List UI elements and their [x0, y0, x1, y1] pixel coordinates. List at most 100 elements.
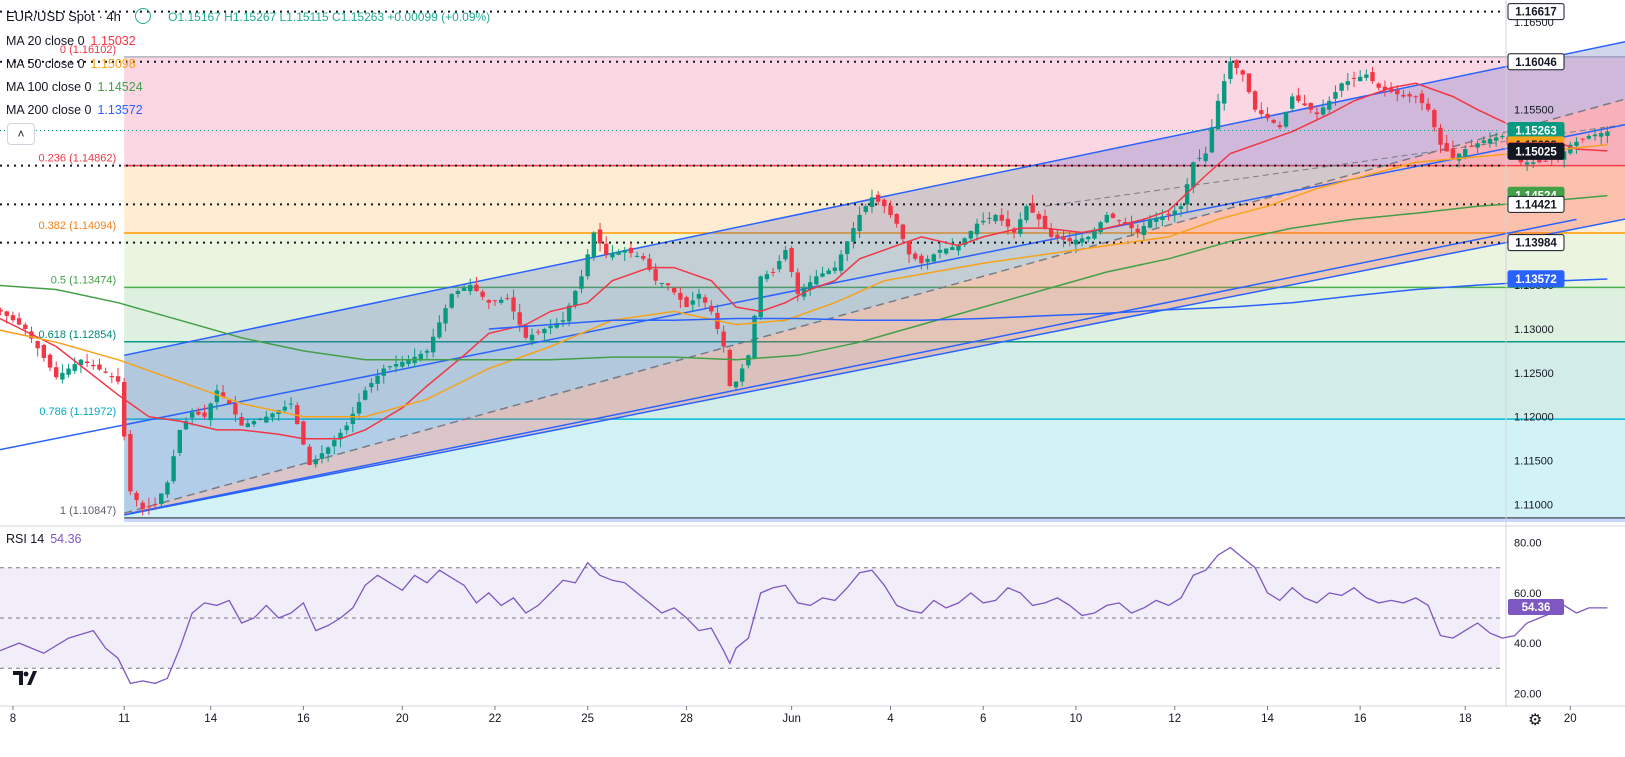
- candle-body: [220, 392, 226, 397]
- time-tick-label: 25: [581, 713, 594, 725]
- price-tag: [1507, 53, 1565, 71]
- candle-body: [1370, 72, 1375, 82]
- price-tag: [1507, 270, 1565, 288]
- rsi-value: 54.36: [50, 532, 82, 546]
- candle-body: [789, 248, 794, 272]
- channel-upper-fill: [124, 41, 1625, 514]
- candle-body: [1160, 216, 1165, 221]
- visibility-icon[interactable]: [134, 8, 151, 24]
- candle-body: [1240, 70, 1245, 75]
- candle-body: [950, 247, 955, 251]
- candle-body: [461, 288, 467, 291]
- candle-body: [121, 382, 127, 437]
- legend-ma50[interactable]: MA 50 close 0 1.15098: [6, 57, 136, 71]
- candle-body: [1067, 238, 1072, 242]
- fib-zone: [124, 56, 1625, 166]
- collapse-legend-button[interactable]: ˄: [7, 123, 35, 145]
- time-tick-label: 28: [680, 713, 693, 725]
- candle-body: [1438, 127, 1443, 145]
- candle-body: [869, 197, 875, 207]
- time-tick-label: 16: [1354, 713, 1367, 725]
- legend-ma20[interactable]: MA 20 close 0 1.15032: [6, 34, 136, 48]
- candle-body: [270, 413, 275, 418]
- candle-body: [777, 261, 782, 270]
- candle-body: [10, 315, 16, 321]
- candle-body: [189, 412, 195, 418]
- candle-body: [894, 214, 899, 224]
- candle-body: [1531, 162, 1536, 164]
- candle-body: [1024, 206, 1029, 221]
- candle-body: [1178, 206, 1184, 210]
- candle-body: [1283, 111, 1289, 127]
- candle-body: [1586, 135, 1592, 139]
- candle-body: [1277, 125, 1283, 128]
- candle-body: [1042, 215, 1048, 229]
- channel-upper-line: [124, 40, 1625, 357]
- candle-body: [1543, 160, 1548, 162]
- candle-body: [1116, 220, 1122, 222]
- candle-body: [406, 359, 411, 364]
- candle-body: [1228, 61, 1233, 80]
- candle-body: [1092, 229, 1097, 239]
- time-tick-label: 20: [1564, 713, 1577, 725]
- candle-body: [906, 240, 912, 255]
- candle-body: [78, 359, 84, 366]
- candle-body: [1209, 127, 1215, 153]
- candle-body: [1166, 213, 1171, 215]
- candle-body: [1110, 213, 1116, 218]
- candle-body: [672, 287, 677, 293]
- symbol-title[interactable]: EUR/USD Spot · 4h: [6, 9, 121, 24]
- candle-body: [1475, 143, 1480, 148]
- candle-body: [678, 292, 683, 300]
- candle-body: [424, 350, 430, 353]
- legend-ma100[interactable]: MA 100 close 0 1.14524: [6, 80, 143, 94]
- candle-body: [202, 412, 207, 417]
- fib-zone: [124, 419, 1625, 518]
- channel-lower-fill: [124, 99, 1625, 515]
- candle-body: [356, 402, 362, 414]
- candle-body: [845, 241, 850, 255]
- candle-body: [770, 271, 776, 273]
- candle-body: [159, 493, 164, 505]
- candle-body: [616, 251, 621, 255]
- rsi-legend[interactable]: RSI 14 54.36: [6, 532, 82, 546]
- price-axis: 1.165001.160001.155001.150001.145001.140…: [1507, 3, 1565, 511]
- candle-body: [1407, 94, 1412, 97]
- candle-body: [1574, 141, 1579, 146]
- candle-body: [282, 406, 288, 411]
- candle-body: [863, 206, 868, 212]
- candle-body: [338, 432, 343, 439]
- candle-body: [325, 447, 331, 454]
- fib-zone: [124, 165, 1625, 234]
- candle-body: [721, 331, 726, 347]
- candle-body: [647, 258, 652, 270]
- candle-body: [1048, 229, 1054, 237]
- candle-body: [1265, 113, 1270, 119]
- time-tick-label: 11: [118, 713, 130, 725]
- fib-label: 0 (1.16102): [60, 44, 116, 56]
- candle-body: [1073, 239, 1079, 245]
- candle-body: [146, 506, 152, 508]
- settings-gear-icon[interactable]: ⚙: [1528, 712, 1543, 729]
- candle-body: [1395, 89, 1400, 95]
- candle-body: [739, 368, 745, 382]
- candle-body: [23, 324, 28, 329]
- candle-body: [1123, 221, 1128, 224]
- rsi-tick-label: 40.00: [1514, 638, 1542, 650]
- candle-body: [875, 194, 881, 202]
- time-tick-label: 14: [1261, 713, 1274, 725]
- candle-body: [974, 223, 980, 235]
- candle-body: [857, 214, 862, 232]
- channel-mid-line: [123, 98, 1625, 514]
- candle-body: [1086, 236, 1091, 240]
- candle-body: [313, 459, 318, 465]
- candle-body: [344, 425, 349, 431]
- candle-body: [1271, 119, 1276, 123]
- tradingview-logo-icon[interactable]: [12, 668, 38, 688]
- legend-ma200[interactable]: MA 200 close 0 1.13572: [6, 103, 143, 117]
- candle-body: [1345, 81, 1351, 85]
- candle-body: [1234, 60, 1239, 68]
- candle-body: [455, 290, 461, 295]
- candle-body: [363, 390, 368, 400]
